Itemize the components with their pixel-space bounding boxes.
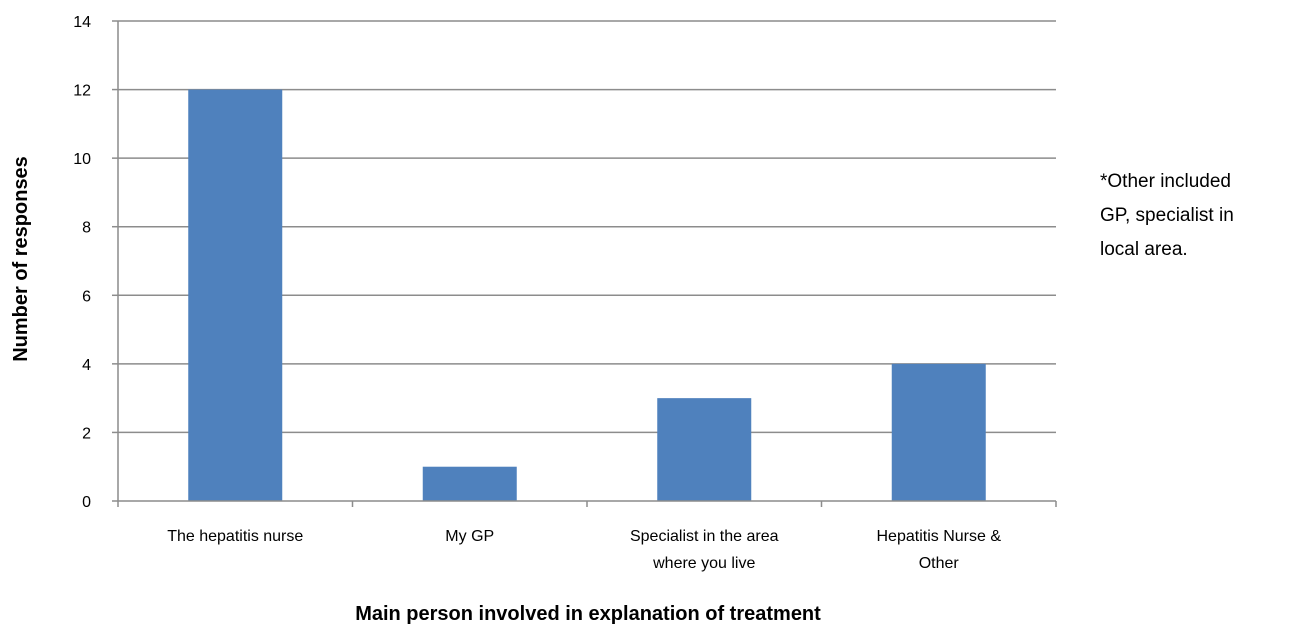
y-tick-label: 14 (73, 14, 91, 31)
x-category-label: Other (919, 555, 960, 572)
annotation-note: *Other included GP, specialist in local ar… (1100, 171, 1234, 260)
y-tick-label: 0 (82, 494, 91, 511)
y-tick-label: 4 (82, 357, 91, 374)
y-tick-labels: 0 2 4 6 8 10 12 14 (73, 14, 91, 511)
x-category-label: Hepatitis Nurse & (877, 528, 1002, 545)
y-tick-label: 8 (82, 220, 91, 237)
x-category-labels: The hepatitis nurse My GP Specialist in th… (167, 528, 1001, 572)
bars (188, 89, 986, 502)
x-category-label: Specialist in the area (630, 528, 779, 545)
annotation-line: GP, specialist in (1100, 205, 1234, 226)
x-category-label: where you live (652, 555, 755, 572)
bar (188, 89, 283, 502)
annotation-line: local area. (1100, 239, 1188, 260)
bar (657, 398, 752, 501)
bar (891, 363, 986, 501)
x-category-label: My GP (445, 528, 494, 545)
y-tick-label: 10 (73, 151, 91, 168)
annotation-line: *Other included (1100, 171, 1231, 192)
bar (422, 466, 517, 501)
y-tick-label: 2 (82, 425, 91, 442)
y-axis-title: Number of responses (10, 156, 32, 362)
y-tick-label: 12 (73, 83, 91, 100)
x-axis-title: Main person involved in explanation of t… (355, 603, 821, 625)
x-category-label: The hepatitis nurse (167, 528, 303, 545)
axes (117, 21, 1057, 507)
y-tick-label: 6 (82, 288, 91, 305)
